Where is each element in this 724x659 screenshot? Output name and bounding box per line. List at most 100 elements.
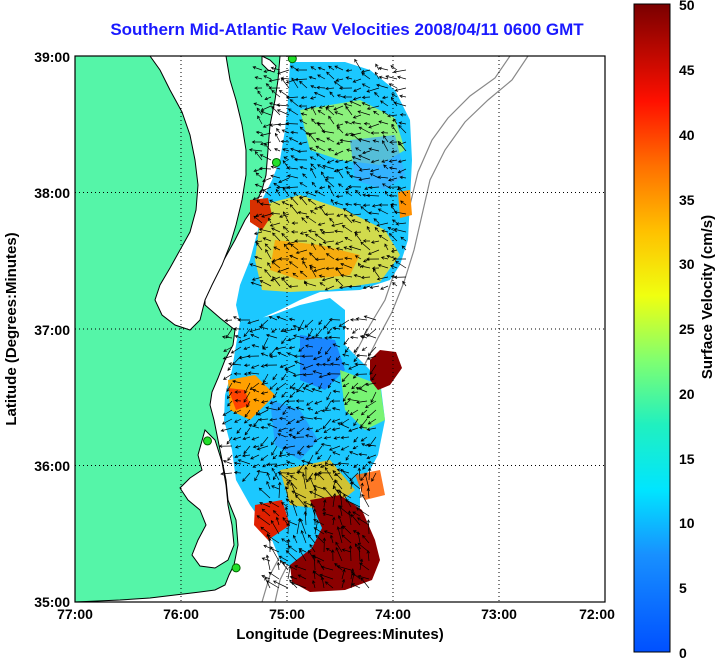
- velocity-arrow: [363, 122, 371, 126]
- velocity-arrow: [390, 249, 398, 253]
- velocity-arrow: [275, 382, 287, 391]
- velocity-arrow: [344, 346, 350, 353]
- velocity-arrow: [368, 123, 380, 129]
- velocity-arrow: [310, 502, 316, 517]
- velocity-arrow: [327, 148, 335, 152]
- velocity-arrow: [275, 516, 280, 526]
- velocity-arrow: [388, 83, 398, 89]
- velocity-arrow: [353, 274, 362, 278]
- velocity-arrow: [256, 409, 260, 416]
- velocity-arrow: [295, 68, 308, 72]
- velocity-arrow: [358, 154, 371, 161]
- velocity-arrow: [218, 444, 233, 448]
- velocity-arrow: [287, 174, 299, 179]
- velocity-arrow: [274, 148, 281, 152]
- velocity-arrow: [302, 387, 314, 393]
- velocity-arrow: [272, 232, 281, 242]
- velocity-arrow: [259, 166, 272, 171]
- velocity-arrow: [390, 149, 398, 154]
- colorbar-tick-label: 30: [679, 256, 695, 272]
- velocity-arrow: [325, 105, 335, 109]
- velocity-arrow: [270, 436, 278, 446]
- velocity-arrow: [288, 137, 299, 143]
- velocity-arrow: [388, 232, 398, 242]
- velocity-arrow: [253, 102, 263, 107]
- velocity-arrow: [326, 159, 335, 164]
- velocity-arrow: [247, 319, 260, 325]
- velocity-arrow: [264, 269, 272, 278]
- velocity-arrow: [269, 382, 278, 390]
- velocity-arrow: [352, 96, 362, 101]
- velocity-arrow: [223, 346, 233, 352]
- y-ticks: 39:00 38:00 37:00 36:00 35:00: [34, 49, 70, 610]
- velocity-arrow: [387, 114, 398, 118]
- velocity-arrow: [340, 445, 350, 451]
- velocity-arrow: [366, 193, 380, 198]
- velocity-arrow: [288, 261, 299, 269]
- y-tick-label: 36:00: [34, 458, 70, 474]
- velocity-arrow: [258, 487, 271, 499]
- velocity-arrow: [265, 406, 278, 411]
- velocity-arrow: [349, 100, 362, 107]
- velocity-arrow: [369, 168, 380, 173]
- velocity-arrow: [325, 107, 335, 116]
- velocity-arrow: [328, 115, 335, 125]
- velocity-arrow: [365, 333, 377, 339]
- velocity-arrow: [308, 75, 317, 80]
- velocity-arrow: [329, 91, 335, 98]
- velocity-arrow: [371, 204, 380, 208]
- velocity-arrow: [323, 499, 327, 508]
- velocity-arrow: [362, 258, 371, 263]
- velocity-arrow: [271, 467, 280, 481]
- velocity-arrow: [362, 285, 371, 290]
- velocity-arrow: [360, 577, 370, 589]
- velocity-arrow: [255, 242, 263, 251]
- velocity-vectors: [218, 58, 407, 589]
- velocity-arrow: [285, 399, 296, 403]
- velocity-arrow: [311, 579, 316, 589]
- velocity-arrow: [303, 281, 317, 287]
- colorbar-tick-label: 20: [679, 386, 695, 402]
- velocity-arrow: [377, 175, 389, 179]
- velocity-arrow: [329, 217, 335, 224]
- velocity-arrow: [317, 164, 326, 170]
- velocity-arrow: [349, 451, 359, 456]
- velocity-arrow: [371, 266, 380, 270]
- velocity-arrow: [317, 74, 326, 80]
- velocity-arrow: [251, 140, 263, 144]
- velocity-arrow: [353, 87, 362, 92]
- velocity-arrow: [285, 369, 296, 375]
- velocity-arrow: [241, 453, 251, 458]
- velocity-arrow: [334, 229, 344, 234]
- velocity-arrow: [260, 141, 272, 146]
- velocity-arrow: [311, 181, 317, 188]
- velocity-arrow: [391, 93, 398, 98]
- velocity-arrow: [260, 352, 269, 357]
- velocity-arrow: [325, 266, 335, 271]
- velocity-arrow: [330, 463, 341, 467]
- velocity-arrow: [265, 554, 271, 571]
- velocity-arrow: [336, 123, 344, 127]
- velocity-arrow: [285, 95, 299, 100]
- velocity-arrow: [269, 199, 281, 206]
- velocity-arrow: [349, 213, 362, 217]
- velocity-arrow: [352, 114, 362, 119]
- velocity-arrow: [262, 189, 272, 197]
- velocity-arrow: [358, 452, 368, 457]
- velocity-arrow: [398, 121, 407, 125]
- velocity-arrow: [344, 166, 353, 170]
- velocity-arrow: [269, 222, 281, 227]
- velocity-arrow: [253, 168, 263, 173]
- velocity-arrow: [351, 219, 362, 224]
- velocity-arrow: [335, 194, 344, 199]
- velocity-arrow: [299, 126, 308, 134]
- velocity-arrow: [317, 222, 326, 226]
- velocity-arrow: [296, 382, 305, 393]
- y-tick-label: 35:00: [34, 594, 70, 610]
- velocity-arrow: [314, 233, 326, 242]
- velocity-arrow: [260, 425, 269, 430]
- velocity-arrow: [308, 328, 314, 338]
- velocity-arrow: [299, 518, 307, 535]
- velocity-arrow: [254, 240, 263, 244]
- velocity-arrow: [323, 436, 332, 440]
